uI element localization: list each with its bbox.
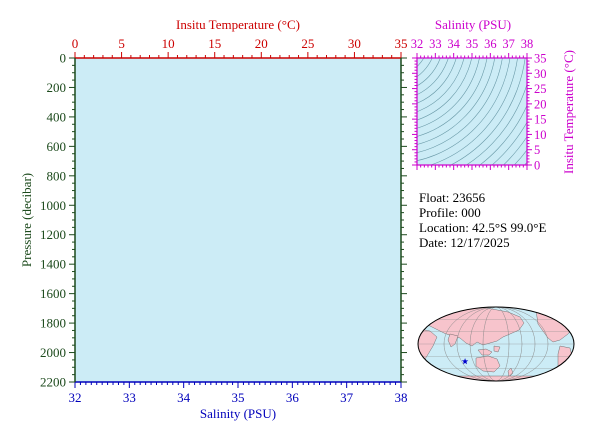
- ts-temperature-tick-label: 0: [534, 159, 540, 173]
- salinity-tick-label: 37: [340, 390, 354, 405]
- landmass-south-america: [557, 345, 573, 376]
- ts-salinity-tick-label: 34: [447, 37, 460, 51]
- pressure-tick-label: 1600: [40, 286, 66, 301]
- map-meridian: [456, 307, 536, 381]
- landmass-new-zealand: [507, 367, 514, 378]
- density-contour-line: [417, 58, 495, 145]
- ts-salinity-tick-label: 35: [466, 37, 479, 51]
- float-star-icon: [461, 358, 469, 365]
- salinity-tick-label: 36: [286, 390, 300, 405]
- ts-temperature-tick-label: 20: [534, 97, 547, 111]
- float-id-text: Float: 23656: [419, 190, 486, 205]
- ts-temperature-tick-label: 30: [534, 67, 547, 81]
- temperature-tick-label: 0: [72, 36, 79, 51]
- ts-salinity-tick-label: 32: [411, 37, 424, 51]
- pressure-tick-label: 1000: [40, 198, 66, 213]
- profile-axis-ticks: [69, 52, 407, 388]
- pressure-tick-label: 400: [47, 109, 67, 124]
- density-contour-line: [449, 58, 526, 165]
- density-contour-line: [417, 58, 503, 153]
- pressure-tick-label: 1200: [40, 227, 66, 242]
- temperature-tick-label: 20: [255, 36, 268, 51]
- ts-temperature-tick-label: 25: [534, 82, 547, 96]
- map-frame: [417, 306, 575, 382]
- float-location-star: [461, 358, 469, 365]
- density-contour-line: [479, 104, 527, 165]
- salinity-tick-label: 34: [177, 390, 191, 405]
- landmass-maritime-asia: [477, 345, 501, 356]
- density-contour-line: [417, 58, 465, 112]
- pressure-tick-label: 0: [60, 51, 67, 66]
- temperature-tick-label: 30: [348, 36, 361, 51]
- temperature-tick-label: 10: [162, 36, 175, 51]
- ts-temperature-tick-label: 5: [534, 143, 540, 157]
- ts-temperature-tick-label: 15: [534, 113, 547, 127]
- density-contour-line: [465, 82, 527, 165]
- pressure-tick-label: 800: [47, 168, 67, 183]
- density-contour-line: [417, 58, 488, 137]
- ts-salinity-tick-label: 36: [484, 37, 497, 51]
- map-graticule: [418, 307, 574, 381]
- density-contour-line: [429, 58, 518, 165]
- landmass-africa: [418, 328, 438, 366]
- profile-panel: 0 5 10 15 20 25 30 35 32 33 34 35 36 37 38 0 200 400 600 80…: [19, 17, 408, 421]
- density-contour-line: [417, 58, 425, 67]
- ts-salinity-tick-label: 33: [429, 37, 442, 51]
- salinity-axis-title: Salinity (PSU): [200, 406, 276, 421]
- salinity-tick-label: 32: [69, 390, 82, 405]
- density-contour-line: [417, 58, 449, 95]
- landmass-australia: [475, 355, 501, 373]
- ts-plot-area: [417, 58, 527, 165]
- pressure-tick-label: 2200: [40, 375, 66, 390]
- density-contour-line: [417, 58, 480, 129]
- ts-axis-ticks: [412, 53, 532, 170]
- ts-temperature-tick-label: 35: [534, 52, 547, 66]
- ts-salinity-tick-label: 37: [502, 37, 515, 51]
- ts-temperature-tick-label: 10: [534, 128, 547, 142]
- density-contour-line: [417, 58, 457, 104]
- ts-salinity-axis-title: Salinity (PSU): [435, 17, 511, 32]
- density-contour-line: [502, 136, 527, 165]
- temperature-tick-label: 35: [395, 36, 408, 51]
- float-info-block: Float: 23656 Profile: 000 Location: 42.5…: [419, 190, 546, 250]
- density-contour-line: [491, 121, 527, 165]
- landmass-india: [447, 333, 459, 348]
- pressure-tick-label: 1800: [40, 316, 66, 331]
- pressure-tick-label: 1400: [40, 257, 66, 272]
- density-contour-line: [417, 58, 433, 77]
- density-contour-line: [417, 58, 441, 87]
- salinity-tick-label: 38: [395, 390, 408, 405]
- map-meridian: [469, 307, 523, 381]
- world-map-inset: [417, 306, 575, 382]
- temperature-tick-label: 15: [208, 36, 221, 51]
- density-contour-line: [417, 58, 472, 121]
- ts-salinity-tick-label: 38: [521, 37, 534, 51]
- pressure-tick-label: 200: [47, 80, 67, 95]
- pressure-tick-label: 2000: [40, 345, 66, 360]
- salinity-tick-label: 33: [123, 390, 136, 405]
- date-text: Date: 12/17/2025: [419, 235, 510, 250]
- landmass-antarctica: [418, 375, 574, 381]
- profile-number-text: Profile: 000: [419, 205, 481, 220]
- profile-tick-labels: 0 5 10 15 20 25 30 35 32 33 34 35 36 37 38 0 200 400 600 80…: [40, 36, 408, 405]
- temperature-axis-title: Insitu Temperature (°C): [176, 17, 300, 32]
- ts-temperature-axis-title: Insitu Temperature (°C): [561, 50, 576, 174]
- temperature-tick-label: 25: [301, 36, 314, 51]
- profile-plot-area: [75, 58, 401, 382]
- location-text: Location: 42.5°S 99.0°E: [419, 220, 546, 235]
- pressure-tick-label: 600: [47, 139, 67, 154]
- map-meridian: [482, 307, 510, 381]
- salinity-tick-label: 35: [232, 390, 245, 405]
- temperature-tick-label: 5: [118, 36, 125, 51]
- pressure-axis-title: Pressure (decibar): [19, 173, 34, 267]
- map-meridian: [443, 307, 549, 381]
